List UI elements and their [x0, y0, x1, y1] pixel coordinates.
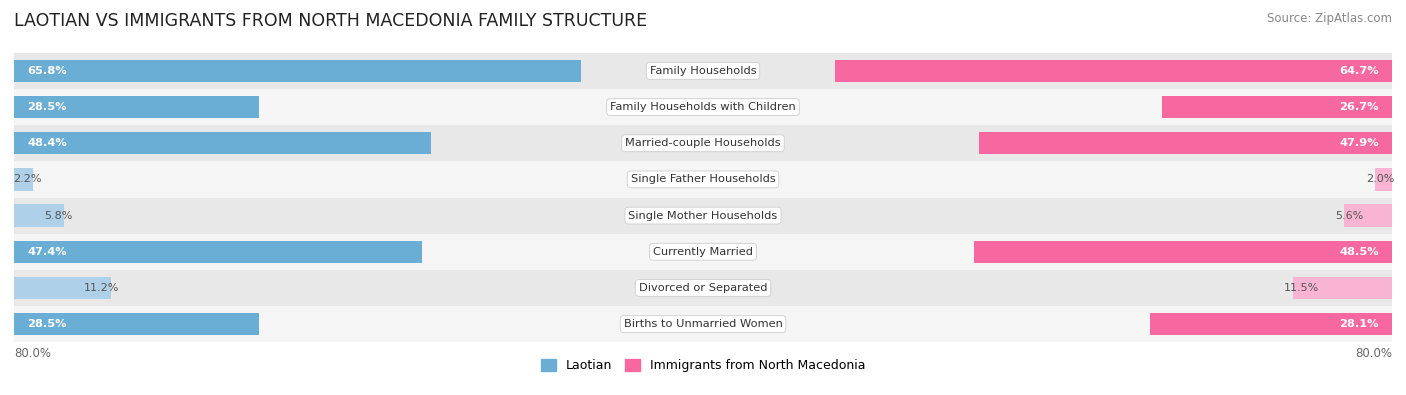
- Text: 11.5%: 11.5%: [1284, 283, 1320, 293]
- Text: Births to Unmarried Women: Births to Unmarried Women: [624, 319, 782, 329]
- Text: Married-couple Households: Married-couple Households: [626, 138, 780, 148]
- Text: Single Mother Households: Single Mother Households: [628, 211, 778, 220]
- Bar: [1161, 96, 1392, 118]
- Text: Divorced or Separated: Divorced or Separated: [638, 283, 768, 293]
- Legend: Laotian, Immigrants from North Macedonia: Laotian, Immigrants from North Macedonia: [536, 354, 870, 377]
- Bar: [14, 241, 422, 263]
- Bar: [14, 313, 260, 335]
- Bar: [1150, 313, 1392, 335]
- Bar: [1344, 204, 1392, 227]
- Bar: [14, 96, 260, 118]
- Text: 64.7%: 64.7%: [1340, 66, 1379, 76]
- Bar: [14, 53, 1392, 89]
- Bar: [980, 132, 1392, 154]
- Bar: [14, 277, 111, 299]
- Text: 2.0%: 2.0%: [1367, 175, 1395, 184]
- Bar: [14, 270, 1392, 306]
- Bar: [835, 60, 1392, 82]
- Text: 5.8%: 5.8%: [44, 211, 73, 220]
- Text: 80.0%: 80.0%: [14, 346, 51, 359]
- Text: 28.1%: 28.1%: [1340, 319, 1379, 329]
- Text: Family Households with Children: Family Households with Children: [610, 102, 796, 112]
- Bar: [14, 168, 32, 191]
- Bar: [14, 125, 1392, 161]
- Text: 48.4%: 48.4%: [27, 138, 66, 148]
- Text: 26.7%: 26.7%: [1340, 102, 1379, 112]
- Bar: [14, 204, 65, 227]
- Text: 28.5%: 28.5%: [27, 319, 66, 329]
- Text: 80.0%: 80.0%: [1355, 346, 1392, 359]
- Text: 5.6%: 5.6%: [1336, 211, 1364, 220]
- Text: 48.5%: 48.5%: [1340, 247, 1379, 257]
- Text: LAOTIAN VS IMMIGRANTS FROM NORTH MACEDONIA FAMILY STRUCTURE: LAOTIAN VS IMMIGRANTS FROM NORTH MACEDON…: [14, 12, 647, 30]
- Bar: [14, 60, 581, 82]
- Bar: [14, 234, 1392, 270]
- Text: 28.5%: 28.5%: [27, 102, 66, 112]
- Text: 47.4%: 47.4%: [27, 247, 66, 257]
- Text: 2.2%: 2.2%: [13, 175, 42, 184]
- Text: Single Father Households: Single Father Households: [631, 175, 775, 184]
- Bar: [1375, 168, 1392, 191]
- Text: Family Households: Family Households: [650, 66, 756, 76]
- Bar: [14, 132, 430, 154]
- Text: 11.2%: 11.2%: [84, 283, 120, 293]
- Text: 65.8%: 65.8%: [27, 66, 66, 76]
- Bar: [974, 241, 1392, 263]
- Bar: [1294, 277, 1392, 299]
- Bar: [14, 198, 1392, 234]
- Text: 47.9%: 47.9%: [1340, 138, 1379, 148]
- Text: Currently Married: Currently Married: [652, 247, 754, 257]
- Bar: [14, 306, 1392, 342]
- Bar: [14, 161, 1392, 198]
- Bar: [14, 89, 1392, 125]
- Text: Source: ZipAtlas.com: Source: ZipAtlas.com: [1267, 12, 1392, 25]
